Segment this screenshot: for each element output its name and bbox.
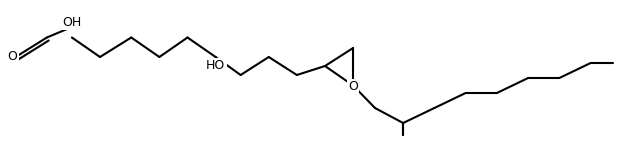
Text: OH: OH bbox=[62, 16, 81, 29]
Text: O: O bbox=[8, 51, 18, 63]
Text: O: O bbox=[348, 81, 358, 93]
Text: HO: HO bbox=[206, 60, 225, 72]
